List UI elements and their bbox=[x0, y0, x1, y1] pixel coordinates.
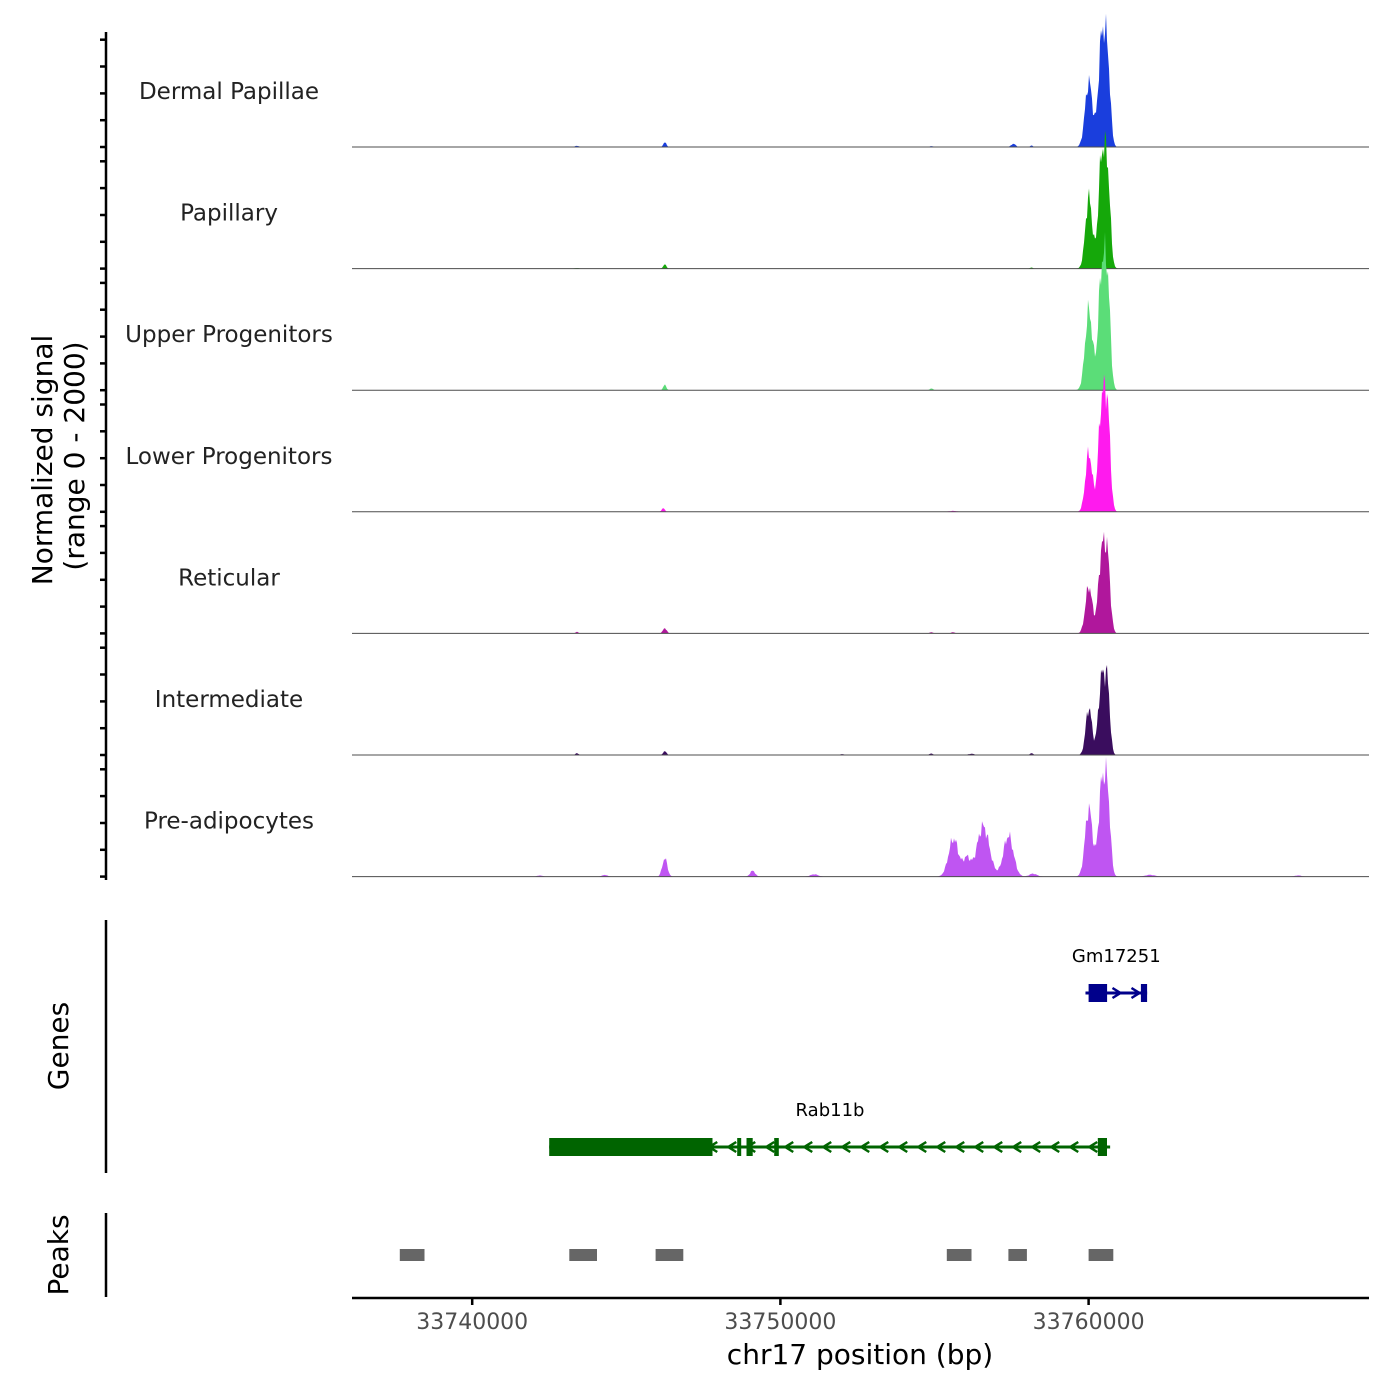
strand-chevron bbox=[934, 1140, 946, 1154]
track-label: Pre-adipocytes bbox=[144, 809, 314, 835]
gene-exon-gm17251 bbox=[1088, 984, 1108, 1002]
strand-chevron bbox=[1048, 1140, 1060, 1154]
gene-exon-rab11b bbox=[549, 1138, 713, 1156]
peak-region bbox=[946, 1249, 972, 1261]
x-tick-label: 33760000 bbox=[1033, 1310, 1145, 1335]
strand-chevron bbox=[1111, 986, 1123, 1000]
peak-region bbox=[569, 1249, 597, 1261]
peak-region bbox=[399, 1249, 425, 1261]
track-label: Papillary bbox=[180, 201, 278, 227]
x-tick-label: 33740000 bbox=[416, 1310, 528, 1335]
track-label: Dermal Papillae bbox=[139, 79, 319, 105]
strand-chevron bbox=[953, 1140, 965, 1154]
track-label: Intermediate bbox=[155, 687, 303, 713]
strand-chevron bbox=[782, 1140, 794, 1154]
peaks-panel-label: Peaks bbox=[42, 1214, 75, 1295]
gene-annotations: Gm17251 Rab11b bbox=[549, 946, 1161, 1156]
strand-chevron bbox=[1086, 1140, 1098, 1154]
peak-region bbox=[655, 1249, 684, 1261]
strand-chevron bbox=[877, 1140, 889, 1154]
strand-chevron bbox=[972, 1140, 984, 1154]
strand-chevron bbox=[1067, 1140, 1079, 1154]
strand-chevron bbox=[1010, 1140, 1022, 1154]
gene-exon-rab11b bbox=[746, 1138, 753, 1156]
x-tick-label: 33750000 bbox=[724, 1310, 836, 1335]
strand-chevron bbox=[763, 1140, 775, 1154]
x-axis-ticks: 33740000 33750000 33760000 bbox=[416, 1298, 1145, 1335]
gene-exon-gm17251 bbox=[1140, 984, 1148, 1002]
strand-chevron bbox=[725, 1140, 737, 1154]
strand-chevron bbox=[1029, 1140, 1041, 1154]
signal-area-lower-progenitors bbox=[352, 374, 1369, 512]
x-axis-label: chr17 position (bp) bbox=[727, 1338, 993, 1371]
strand-chevron bbox=[801, 1140, 813, 1154]
strand-chevron bbox=[839, 1140, 851, 1154]
track-label: Lower Progenitors bbox=[126, 444, 333, 470]
strand-chevron bbox=[915, 1140, 927, 1154]
peak-regions bbox=[399, 1249, 1114, 1261]
gene-label-rab11b: Rab11b bbox=[796, 1100, 865, 1121]
strand-chevron bbox=[896, 1140, 908, 1154]
strand-chevron bbox=[820, 1140, 832, 1154]
genes-panel-label: Genes bbox=[42, 1002, 75, 1090]
signal-y-axis-ticks bbox=[100, 38, 106, 878]
signal-area-intermediate bbox=[352, 665, 1369, 755]
strand-chevron bbox=[858, 1140, 870, 1154]
strand-chevron bbox=[1130, 986, 1142, 1000]
signal-area-reticular bbox=[352, 531, 1369, 634]
signal-tracks bbox=[352, 13, 1369, 878]
gene-exon-rab11b bbox=[774, 1138, 779, 1156]
gene-exon-rab11b bbox=[1097, 1138, 1107, 1156]
track-label: Upper Progenitors bbox=[125, 322, 333, 348]
gene-exon-rab11b bbox=[737, 1138, 742, 1156]
track-labels: Dermal Papillae Papillary Upper Progenitor… bbox=[125, 79, 333, 835]
y-axis-label-line2: (range 0 - 2000) bbox=[58, 341, 91, 570]
signal-area-dermal-papillae bbox=[352, 13, 1369, 147]
signal-area-papillary bbox=[352, 130, 1369, 269]
signal-area-pre-adipocytes bbox=[352, 756, 1369, 877]
peak-region bbox=[1088, 1249, 1114, 1261]
gene-label-gm17251: Gm17251 bbox=[1072, 946, 1161, 967]
track-label: Reticular bbox=[178, 565, 280, 591]
y-axis-label-line1: Normalized signal bbox=[26, 335, 59, 586]
strand-chevron bbox=[991, 1140, 1003, 1154]
peak-region bbox=[1008, 1249, 1027, 1261]
signal-area-upper-progenitors bbox=[352, 232, 1369, 391]
